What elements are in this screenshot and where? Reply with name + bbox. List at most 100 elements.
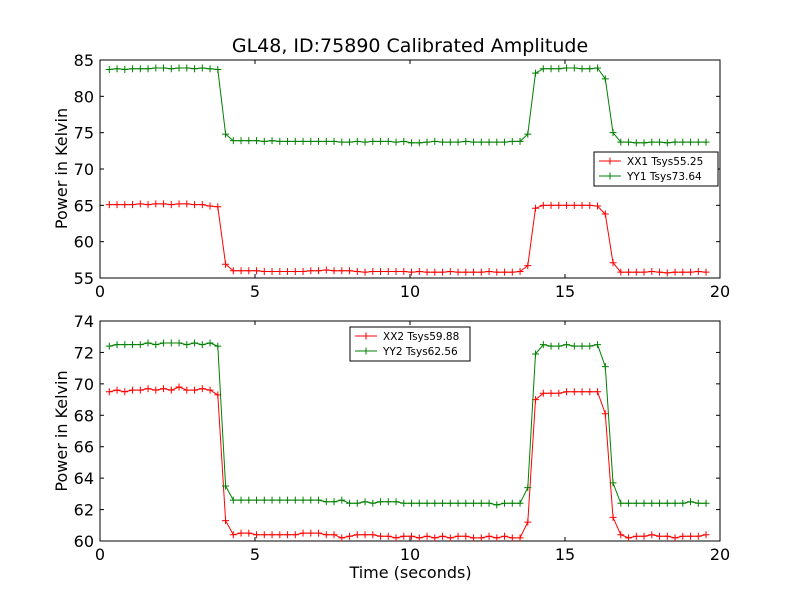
bottom-y-tick-label: 60: [74, 532, 94, 551]
top-data-point: [260, 137, 268, 145]
bottom-data-point: [702, 531, 710, 539]
top-data-point: [431, 137, 439, 145]
top-data-point: [322, 266, 330, 274]
top-data-point: [369, 137, 377, 145]
bottom-data-point: [609, 479, 617, 487]
bottom-data-point: [105, 342, 113, 350]
top-data-point: [570, 201, 578, 209]
top-data-point: [532, 69, 540, 77]
top-data-point: [539, 65, 547, 73]
bottom-data-point: [291, 531, 299, 539]
top-y-tick-label: 55: [74, 269, 94, 288]
bottom-data-point: [253, 496, 261, 504]
bottom-data-point: [152, 386, 160, 394]
bottom-legend-box: [349, 326, 471, 362]
top-data-point: [663, 139, 671, 147]
bottom-data-point: [144, 385, 152, 393]
bottom-data-point: [408, 499, 416, 507]
bottom-data-point: [206, 339, 214, 347]
top-data-point: [485, 267, 493, 275]
bottom-data-point: [687, 532, 695, 540]
bottom-data-point: [625, 499, 633, 507]
bottom-data-point: [121, 341, 129, 349]
top-data-point: [501, 138, 509, 146]
bottom-data-point: [570, 342, 578, 350]
bottom-data-point: [384, 532, 392, 540]
bottom-x-tick-label: 15: [555, 545, 575, 564]
top-data-point: [679, 138, 687, 146]
bottom-data-point: [276, 496, 284, 504]
bottom-data-point: [214, 342, 222, 350]
bottom-data-point: [555, 389, 563, 397]
top-data-point: [299, 137, 307, 145]
bottom-data-point: [175, 339, 183, 347]
bottom-data-point: [222, 517, 230, 525]
top-x-tick-label: 15: [555, 282, 575, 301]
bottom-data-point: [392, 534, 400, 542]
top-data-point: [648, 267, 656, 275]
bottom-data-point: [361, 498, 369, 506]
bottom-data-point: [206, 386, 214, 394]
bottom-data-point: [493, 501, 501, 509]
bottom-data-point: [431, 499, 439, 507]
top-data-point: [353, 267, 361, 275]
top-data-point: [191, 201, 199, 209]
top-data-point: [253, 267, 261, 275]
bottom-data-point: [377, 498, 385, 506]
bottom-data-point: [617, 499, 625, 507]
top-data-point: [260, 267, 268, 275]
top-data-point: [276, 137, 284, 145]
top-data-point: [369, 267, 377, 275]
bottom-data-point: [105, 388, 113, 396]
bottom-data-point: [346, 532, 354, 540]
top-data-point: [454, 138, 462, 146]
top-data-point: [377, 267, 385, 275]
top-data-point: [338, 267, 346, 275]
bottom-data-point: [322, 498, 330, 506]
top-data-point: [198, 201, 206, 209]
bottom-data-point: [454, 532, 462, 540]
top-data-point: [625, 268, 633, 276]
bottom-data-point: [439, 532, 447, 540]
bottom-data-point: [632, 499, 640, 507]
top-data-point: [687, 268, 695, 276]
bottom-y-tick-label: 72: [74, 343, 94, 362]
bottom-data-point: [694, 499, 702, 507]
top-y-tick-label: 65: [74, 196, 94, 215]
bottom-data-point: [640, 499, 648, 507]
bottom-data-point: [175, 383, 183, 391]
bottom-data-point: [144, 339, 152, 347]
top-data-point: [446, 267, 454, 275]
top-data-point: [105, 201, 113, 209]
bottom-data-point: [563, 341, 571, 349]
bottom-x-tick-label: 10: [400, 545, 420, 564]
bottom-data-point: [547, 342, 555, 350]
top-data-point: [439, 138, 447, 146]
bottom-data-point: [578, 388, 586, 396]
top-data-point: [415, 267, 423, 275]
top-data-point: [284, 137, 292, 145]
bottom-data-point: [260, 531, 268, 539]
top-data-point: [408, 139, 416, 147]
bottom-data-point: [330, 531, 338, 539]
top-data-point: [315, 267, 323, 275]
top-data-point: [361, 138, 369, 146]
top-data-point: [152, 64, 160, 72]
bottom-data-point: [167, 386, 175, 394]
top-data-point: [361, 268, 369, 276]
bottom-data-point: [617, 531, 625, 539]
bottom-data-point: [353, 531, 361, 539]
top-data-point: [129, 65, 137, 73]
bottom-data-point: [501, 499, 509, 507]
bottom-legend-label: XX2 Tsys59.88: [383, 331, 459, 343]
bottom-data-point: [493, 534, 501, 542]
top-data-point: [656, 138, 664, 146]
top-data-point: [477, 138, 485, 146]
bottom-data-point: [671, 534, 679, 542]
top-data-point: [346, 267, 354, 275]
bottom-data-point: [260, 496, 268, 504]
bottom-data-point: [183, 341, 191, 349]
top-data-point: [113, 65, 121, 73]
bottom-data-point: [431, 534, 439, 542]
bottom-data-point: [400, 532, 408, 540]
